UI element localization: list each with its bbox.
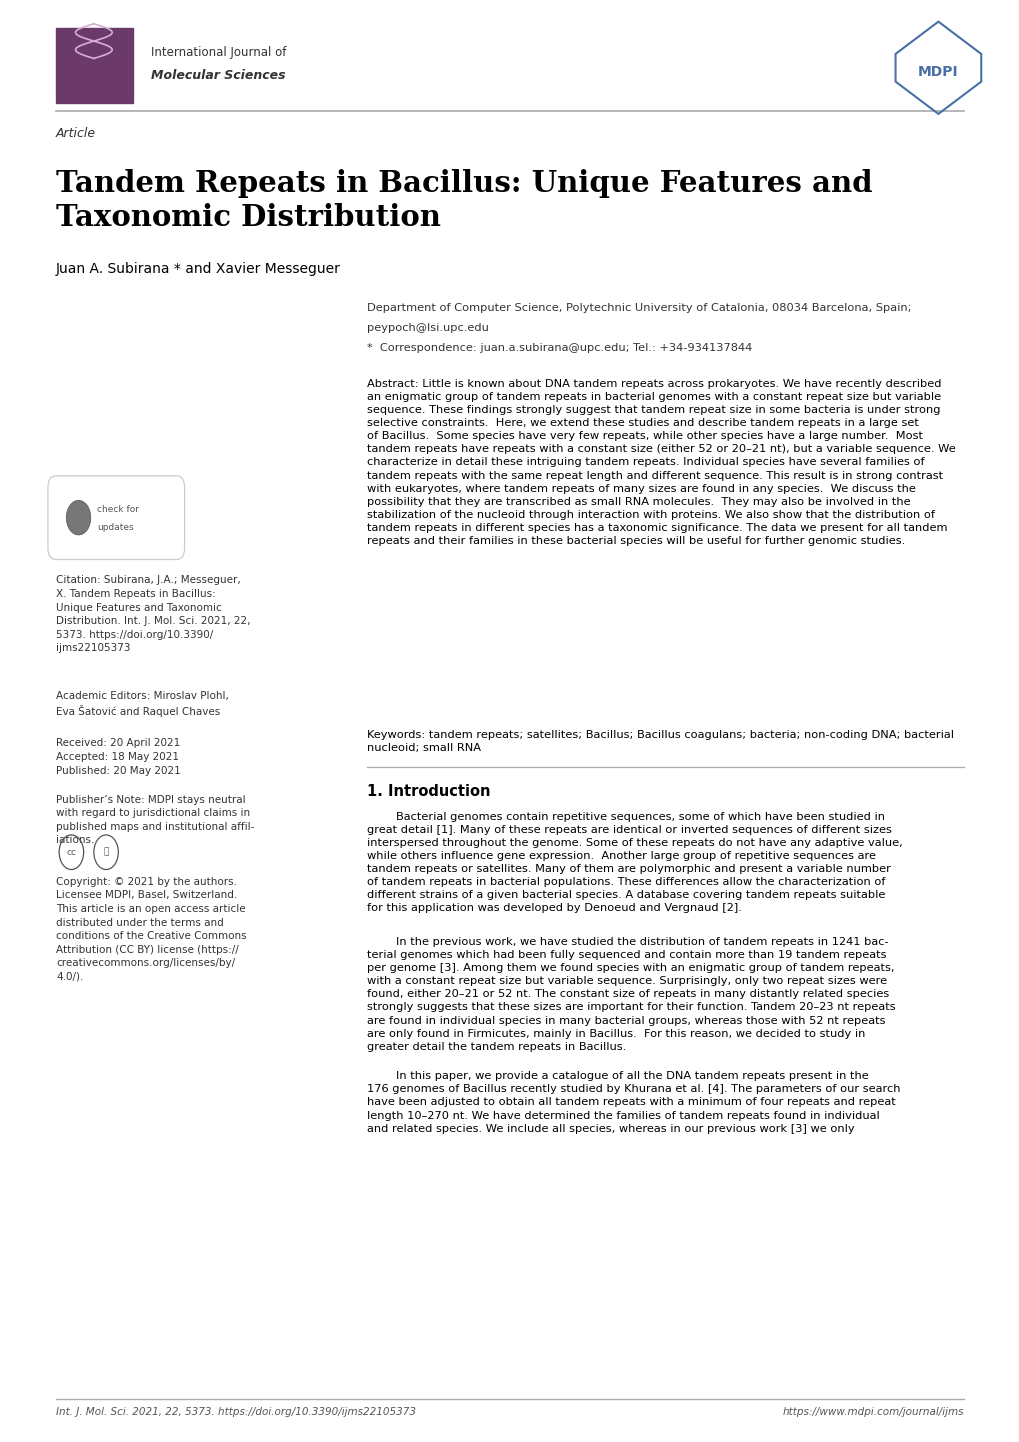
Text: Publisher’s Note: MDPI stays neutral
with regard to jurisdictional claims in
pub: Publisher’s Note: MDPI stays neutral wit… xyxy=(56,795,254,845)
Text: In the previous work, we have studied the distribution of tandem repeats in 1241: In the previous work, we have studied th… xyxy=(367,937,895,1051)
Text: Academic Editors: Miroslav Plohl,
Eva Šatović and Raquel Chaves: Academic Editors: Miroslav Plohl, Eva Ša… xyxy=(56,691,228,717)
Text: International Journal of: International Journal of xyxy=(151,46,286,59)
Text: *  Correspondence: juan.a.subirana@upc.edu; Tel.: +34-934137844: * Correspondence: juan.a.subirana@upc.ed… xyxy=(367,343,752,353)
Text: Article: Article xyxy=(56,127,96,140)
Text: cc: cc xyxy=(66,848,76,857)
Text: peypoch@lsi.upc.edu: peypoch@lsi.upc.edu xyxy=(367,323,488,333)
Text: ⓑ: ⓑ xyxy=(103,848,109,857)
Circle shape xyxy=(66,500,91,535)
Text: https://www.mdpi.com/journal/ijms: https://www.mdpi.com/journal/ijms xyxy=(782,1407,963,1417)
Text: Tandem Repeats in Bacillus: Unique Features and
Taxonomic Distribution: Tandem Repeats in Bacillus: Unique Featu… xyxy=(56,169,871,232)
Text: MDPI: MDPI xyxy=(917,65,958,79)
Text: Received: 20 April 2021
Accepted: 18 May 2021
Published: 20 May 2021: Received: 20 April 2021 Accepted: 18 May… xyxy=(56,738,180,776)
Text: Department of Computer Science, Polytechnic University of Catalonia, 08034 Barce: Department of Computer Science, Polytech… xyxy=(367,303,911,313)
Text: Molecular Sciences: Molecular Sciences xyxy=(151,69,285,82)
Text: Bacterial genomes contain repetitive sequences, some of which have been studied : Bacterial genomes contain repetitive seq… xyxy=(367,812,902,913)
Text: Citation: Subirana, J.A.; Messeguer,
X. Tandem Repeats in Bacillus:
Unique Featu: Citation: Subirana, J.A.; Messeguer, X. … xyxy=(56,575,251,653)
Text: Copyright: © 2021 by the authors.
Licensee MDPI, Basel, Switzerland.
This articl: Copyright: © 2021 by the authors. Licens… xyxy=(56,877,247,982)
Text: Int. J. Mol. Sci. 2021, 22, 5373. https://doi.org/10.3390/ijms22105373: Int. J. Mol. Sci. 2021, 22, 5373. https:… xyxy=(56,1407,416,1417)
Text: Abstract: Little is known about DNA tandem repeats across prokaryotes. We have r: Abstract: Little is known about DNA tand… xyxy=(367,379,955,545)
FancyBboxPatch shape xyxy=(56,27,132,104)
Text: In this paper, we provide a catalogue of all the DNA tandem repeats present in t: In this paper, we provide a catalogue of… xyxy=(367,1071,900,1133)
Text: Juan A. Subirana * and Xavier Messeguer: Juan A. Subirana * and Xavier Messeguer xyxy=(56,262,340,277)
Text: check for: check for xyxy=(97,505,139,513)
Text: 1. Introduction: 1. Introduction xyxy=(367,784,490,799)
Text: Keywords: tandem repeats; satellites; Bacillus; Bacillus coagulans; bacteria; no: Keywords: tandem repeats; satellites; Ba… xyxy=(367,730,953,753)
Text: updates: updates xyxy=(97,523,133,532)
